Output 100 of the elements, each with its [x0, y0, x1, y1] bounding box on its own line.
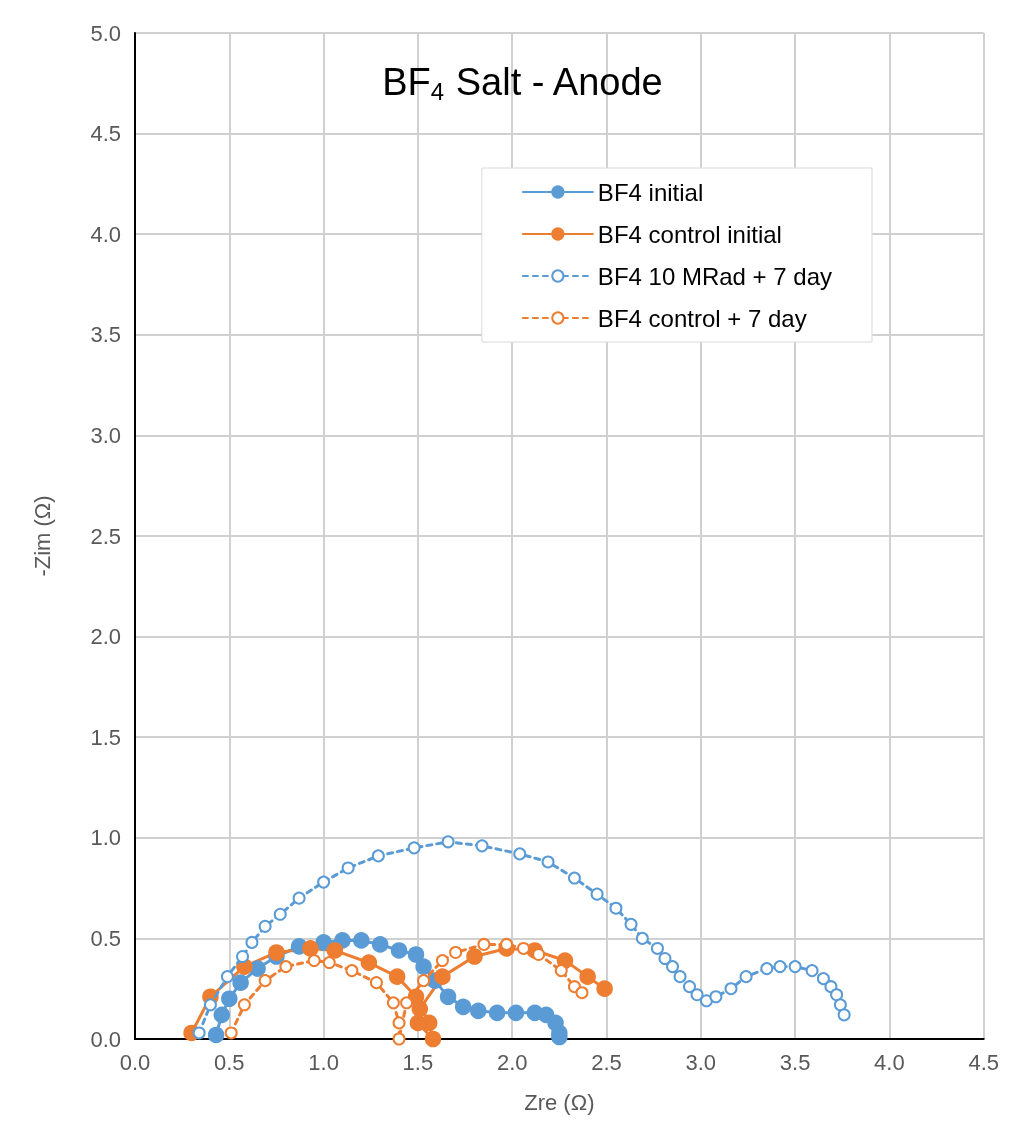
point	[441, 835, 455, 849]
y-tick-label: 1.5	[90, 724, 121, 750]
point	[650, 941, 664, 955]
point	[279, 960, 293, 974]
x-tick-label: 2.5	[591, 1049, 622, 1075]
point	[470, 1002, 487, 1020]
point	[371, 936, 389, 953]
x-tick-label: 0.0	[119, 1049, 151, 1075]
point	[699, 994, 713, 1008]
point	[475, 839, 489, 853]
point	[517, 941, 531, 955]
point	[258, 974, 272, 988]
legend-label: BF4 control initial	[597, 220, 782, 248]
point	[220, 970, 234, 984]
point	[760, 962, 774, 976]
point	[353, 932, 370, 949]
x-tick-label: 4.5	[968, 1049, 1000, 1075]
point	[345, 964, 359, 978]
point	[417, 974, 431, 988]
point	[258, 919, 272, 933]
point	[816, 972, 830, 986]
point	[541, 855, 555, 869]
point	[466, 948, 483, 965]
legend-label: BF4 initial	[597, 178, 704, 206]
point	[837, 1008, 851, 1022]
point	[434, 968, 451, 985]
point	[317, 875, 331, 889]
point	[635, 931, 649, 945]
x-tick-label: 3.5	[779, 1049, 811, 1075]
point	[435, 954, 449, 968]
point	[390, 942, 408, 959]
point	[360, 954, 378, 971]
y-tick-label: 3.5	[90, 322, 121, 348]
point	[411, 1000, 429, 1018]
point	[724, 982, 738, 996]
y-tick-label: 2.5	[90, 523, 121, 549]
point	[575, 986, 589, 1000]
point	[388, 968, 406, 985]
y-tick-label: 3.0	[90, 422, 121, 448]
point	[207, 1026, 225, 1044]
point	[237, 998, 251, 1012]
point	[369, 976, 383, 990]
point	[488, 1004, 506, 1022]
point	[596, 980, 613, 997]
point	[392, 1016, 406, 1030]
point	[554, 964, 568, 978]
point	[833, 998, 847, 1012]
point	[805, 964, 819, 978]
x-tick-label: 1.0	[308, 1049, 339, 1075]
point	[658, 952, 672, 966]
point	[415, 958, 432, 975]
point	[407, 946, 425, 963]
point	[221, 990, 238, 1008]
point	[449, 945, 463, 959]
point	[788, 960, 802, 974]
point	[513, 847, 527, 861]
y-tick-label: 4.5	[90, 121, 121, 147]
point	[386, 996, 400, 1010]
point	[307, 954, 321, 968]
point	[322, 956, 336, 970]
point	[213, 1006, 231, 1024]
y-tick-label: 5.0	[90, 20, 121, 46]
point	[579, 968, 596, 985]
point	[341, 861, 355, 875]
point	[236, 950, 249, 963]
point	[454, 998, 472, 1016]
legend-label: BF4 10 MRad + 7 day	[597, 262, 833, 290]
point	[683, 980, 696, 994]
point	[302, 940, 319, 957]
x-tick-label: 1.5	[402, 1049, 434, 1075]
y-axis-title: -Zim (Ω)	[29, 495, 55, 577]
point	[273, 907, 287, 921]
point	[690, 988, 704, 1002]
point	[739, 970, 753, 984]
x-tick-label: 2.0	[496, 1049, 528, 1075]
point	[224, 1026, 238, 1040]
point	[567, 871, 581, 885]
point	[830, 988, 844, 1002]
y-tick-label: 4.0	[90, 221, 121, 247]
x-tick-label: 4.0	[874, 1049, 905, 1075]
point	[292, 891, 306, 905]
point	[439, 988, 457, 1005]
point	[371, 849, 385, 863]
point	[666, 960, 680, 974]
point	[500, 937, 514, 951]
point	[532, 948, 546, 961]
point	[773, 960, 787, 974]
legend-label: BF4 control + 7 day	[597, 304, 807, 332]
point	[673, 970, 687, 984]
point	[245, 935, 259, 949]
point	[624, 917, 638, 931]
point	[709, 990, 723, 1004]
point	[424, 1030, 442, 1048]
point	[477, 937, 491, 951]
y-tick-label: 0.5	[90, 925, 121, 951]
point	[609, 901, 623, 915]
y-tick-label: 0.0	[90, 1026, 121, 1052]
x-axis-title: Zre (Ω)	[524, 1089, 595, 1115]
x-tick-label: 3.0	[685, 1049, 717, 1075]
point	[268, 944, 285, 961]
